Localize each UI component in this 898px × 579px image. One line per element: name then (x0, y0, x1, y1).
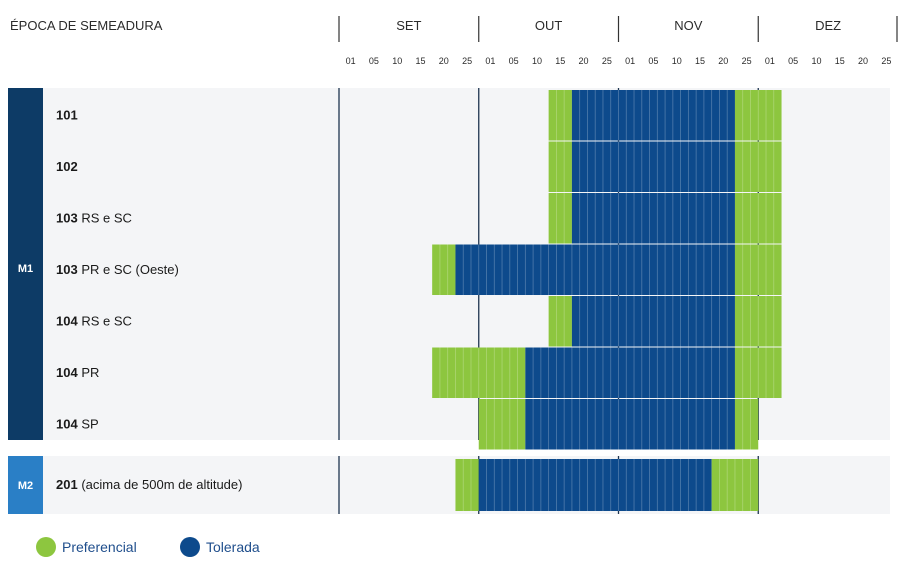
row-code: 101 (56, 107, 78, 122)
day-tick-label: 01 (485, 56, 495, 66)
bar-segment-preferencial (548, 193, 572, 244)
day-tick-label: 20 (579, 56, 589, 66)
row-label: 201 (acima de 500m de altitude) (56, 477, 242, 492)
bar-segment-tolerada (525, 399, 735, 450)
day-tick-label: 01 (625, 56, 635, 66)
groups: M1 M2 (8, 88, 43, 514)
row-code: 201 (56, 477, 78, 492)
row-code: 103 (56, 262, 78, 277)
day-tick-label: 05 (648, 56, 658, 66)
row-description: PR e SC (Oeste) (78, 262, 179, 277)
day-tick-label: 25 (742, 56, 752, 66)
month-label-out: OUT (535, 18, 563, 33)
bar-segment-preferencial (734, 90, 782, 141)
day-tick-label: 15 (695, 56, 705, 66)
row-description: RS e SC (78, 313, 132, 328)
month-label-nov: NOV (674, 18, 703, 33)
row-label: 104 SP (56, 416, 99, 431)
day-tick-label: 10 (672, 56, 682, 66)
day-tick-label: 05 (509, 56, 519, 66)
row-code: 102 (56, 159, 78, 174)
legend-label-tolerada: Tolerada (206, 539, 260, 555)
day-tick-label: 05 (788, 56, 798, 66)
bars (432, 90, 782, 511)
day-tick-label: 10 (532, 56, 542, 66)
bar-segment-tolerada (571, 141, 735, 192)
bar-segment-preferencial (734, 193, 782, 244)
row-description: SP (78, 416, 99, 431)
day-tick-label: 20 (439, 56, 449, 66)
group-bar-m2 (8, 456, 43, 514)
month-label-set: SET (396, 18, 421, 33)
bar-segment-preferencial (711, 459, 759, 511)
bar-segment-preferencial (478, 399, 526, 450)
bar-segment-tolerada (455, 244, 735, 295)
bar-segment-preferencial (734, 347, 782, 398)
bar-segment-tolerada (571, 90, 735, 141)
day-tick-label: 01 (346, 56, 356, 66)
day-tick-label: 15 (555, 56, 565, 66)
bar-segment-preferencial (734, 399, 759, 450)
row-description: RS e SC (78, 210, 132, 225)
row-label: 102 (56, 159, 78, 174)
row-label: 101 (56, 107, 78, 122)
row-description: (acima de 500m de altitude) (78, 477, 243, 492)
bar-segment-tolerada (478, 459, 712, 511)
row-code: 104 (56, 416, 78, 431)
row-label: 104 RS e SC (56, 313, 132, 328)
day-tick-label: 20 (718, 56, 728, 66)
row-label: 103 PR e SC (Oeste) (56, 262, 179, 277)
legend-swatch-preferencial (36, 537, 56, 557)
legend-swatch-tolerada (180, 537, 200, 557)
bar-segment-preferencial (734, 244, 782, 295)
row-code: 103 (56, 210, 78, 225)
day-tick-label: 15 (416, 56, 426, 66)
row-label: 104 PR (56, 365, 99, 380)
bar-segment-preferencial (455, 459, 479, 511)
legend: Preferencial Tolerada (36, 537, 260, 557)
group-label-m2: M2 (18, 480, 33, 492)
day-tick-label: 10 (392, 56, 402, 66)
row-label: 103 RS e SC (56, 210, 132, 225)
day-tick-label: 25 (602, 56, 612, 66)
day-tick-label: 05 (369, 56, 379, 66)
day-tick-label: 25 (462, 56, 472, 66)
day-tick-label: 01 (765, 56, 775, 66)
bar-segment-preferencial (432, 347, 526, 398)
bar-segment-preferencial (734, 141, 782, 192)
row-code: 104 (56, 313, 78, 328)
bar-segment-preferencial (548, 141, 572, 192)
bar-segment-tolerada (571, 296, 735, 347)
group-bar-m1 (8, 88, 43, 440)
day-tick-label: 20 (858, 56, 868, 66)
axis: SET 01 05 10 15 20 25 OUT 01 05 10 15 20 25 NOV 01 05 10 1… (338, 16, 898, 66)
day-tick-label: 15 (835, 56, 845, 66)
group-label-m1: M1 (18, 263, 33, 275)
day-tick-label: 10 (811, 56, 821, 66)
bar-segment-preferencial (432, 244, 456, 295)
bar-segment-tolerada (525, 347, 735, 398)
bar-segment-preferencial (548, 90, 572, 141)
row-description: PR (78, 365, 100, 380)
legend-label-preferencial: Preferencial (62, 539, 137, 555)
bar-segment-preferencial (734, 296, 782, 347)
row-code: 104 (56, 365, 78, 380)
chart-title: ÉPOCA DE SEMEADURA (10, 18, 163, 33)
month-label-dez: DEZ (815, 18, 841, 33)
bar-segment-preferencial (548, 296, 572, 347)
bar-segment-tolerada (571, 193, 735, 244)
day-tick-label: 25 (881, 56, 891, 66)
